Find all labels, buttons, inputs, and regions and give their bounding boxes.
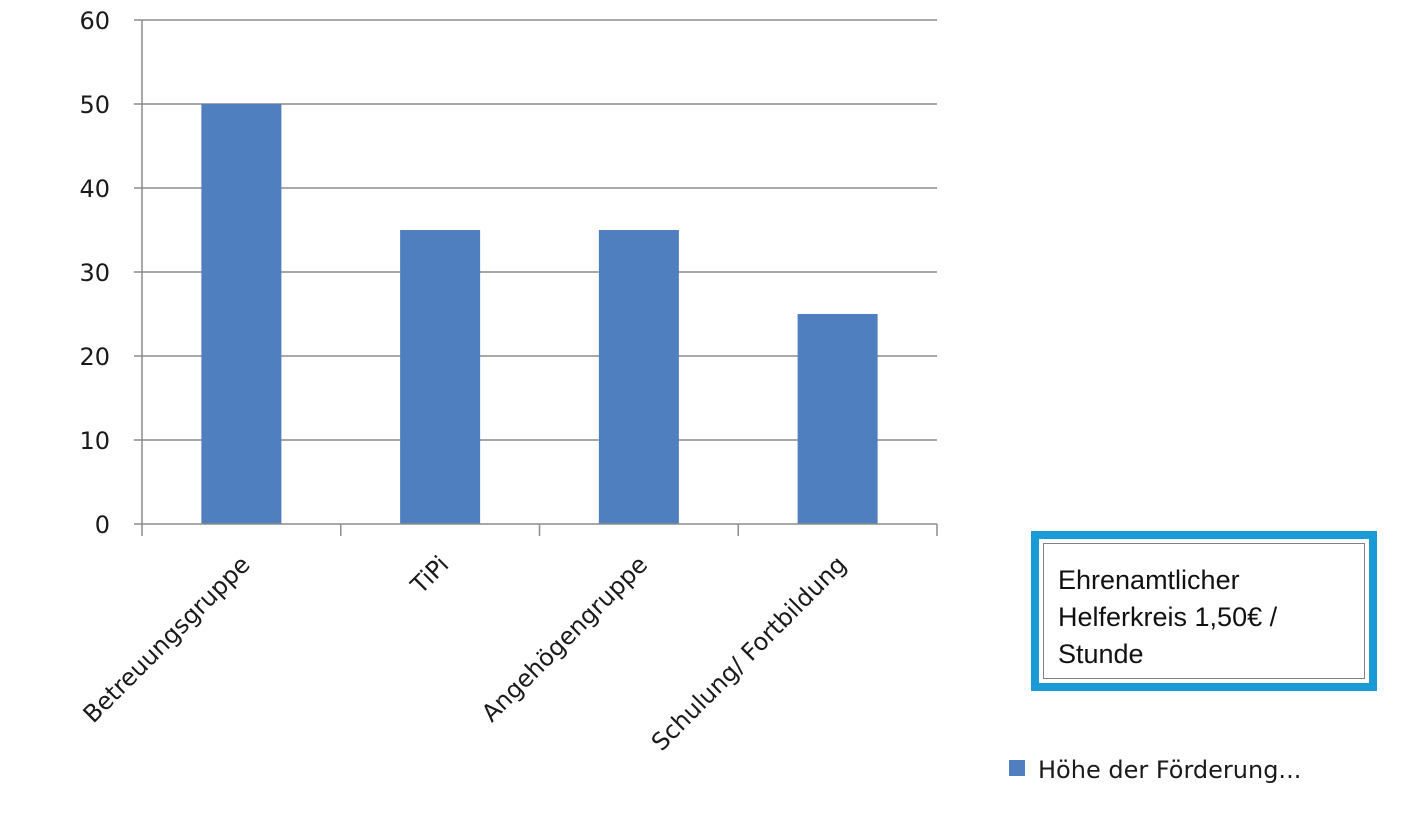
axes <box>134 19 938 536</box>
y-tick-label: 30 <box>79 259 110 287</box>
category-label: TiPi <box>405 550 455 600</box>
category-label: Schulung/ Fortbildung <box>646 550 852 756</box>
legend-swatch <box>1009 760 1025 776</box>
annotation-inner: Ehrenamtlicher Helferkreis 1,50€ / Stund… <box>1043 543 1365 679</box>
legend: Höhe der Förderung... <box>1009 756 1301 784</box>
annotation-box: Ehrenamtlicher Helferkreis 1,50€ / Stund… <box>1031 531 1377 691</box>
bar <box>598 230 679 524</box>
y-tick-label: 10 <box>79 427 110 455</box>
annotation-text: Ehrenamtlicher Helferkreis 1,50€ / Stund… <box>1058 565 1278 669</box>
category-label: Betreuungsgruppe <box>78 550 256 728</box>
category-label: Angehögengruppe <box>476 550 653 727</box>
y-tick-label: 0 <box>95 511 110 539</box>
legend-label: Höhe der Förderung... <box>1038 756 1301 784</box>
y-tick-label: 50 <box>79 91 110 119</box>
category-labels: Betreuungsgruppe TiPi AngehögengruppeSchul… <box>78 550 852 756</box>
y-tick-labels: 0 10 20 30 40 50 60 <box>79 7 110 539</box>
y-tick-label: 20 <box>79 343 110 371</box>
y-tick-label: 40 <box>79 175 110 203</box>
bar <box>400 230 481 524</box>
bars <box>201 104 878 524</box>
bar <box>201 104 282 524</box>
bar <box>797 314 878 524</box>
y-tick-label: 60 <box>79 7 110 35</box>
